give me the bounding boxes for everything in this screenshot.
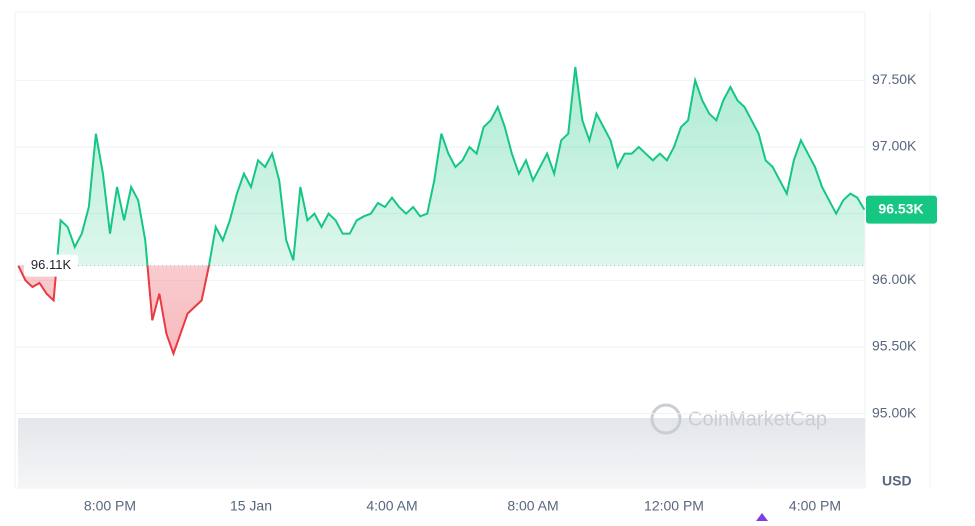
x-tick-label: 8:00 AM [507,498,558,514]
y-tick-label: 95.00K [872,404,917,420]
area-up [56,67,865,266]
price-line-up [18,66,866,266]
x-tick-label: 4:00 AM [366,498,417,514]
x-tick-label: 15 Jan [230,498,272,514]
x-tick-label: 4:00 PM [789,498,841,514]
y-tick-label: 97.00K [872,138,917,154]
baseline-label: 96.11K [31,257,72,272]
baseline-label-box [24,254,78,277]
last-price-box [866,195,937,224]
y-tick-label: 95.50K [872,338,917,354]
watermark: CoinMarketCap [688,408,827,430]
x-tick-label: 12:00 PM [644,498,704,514]
watermark-logo [650,403,682,435]
event-marker [756,513,768,521]
y-tick-label: 97.50K [872,71,917,87]
x-tick-label: 8:00 PM [84,498,136,514]
price-line-down [17,265,210,357]
last-price-label: 96.53K [878,200,923,216]
y-unit: USD [882,473,912,489]
volume-band [18,418,865,488]
area-down [18,265,865,354]
y-tick-label: 96.00K [872,271,917,287]
